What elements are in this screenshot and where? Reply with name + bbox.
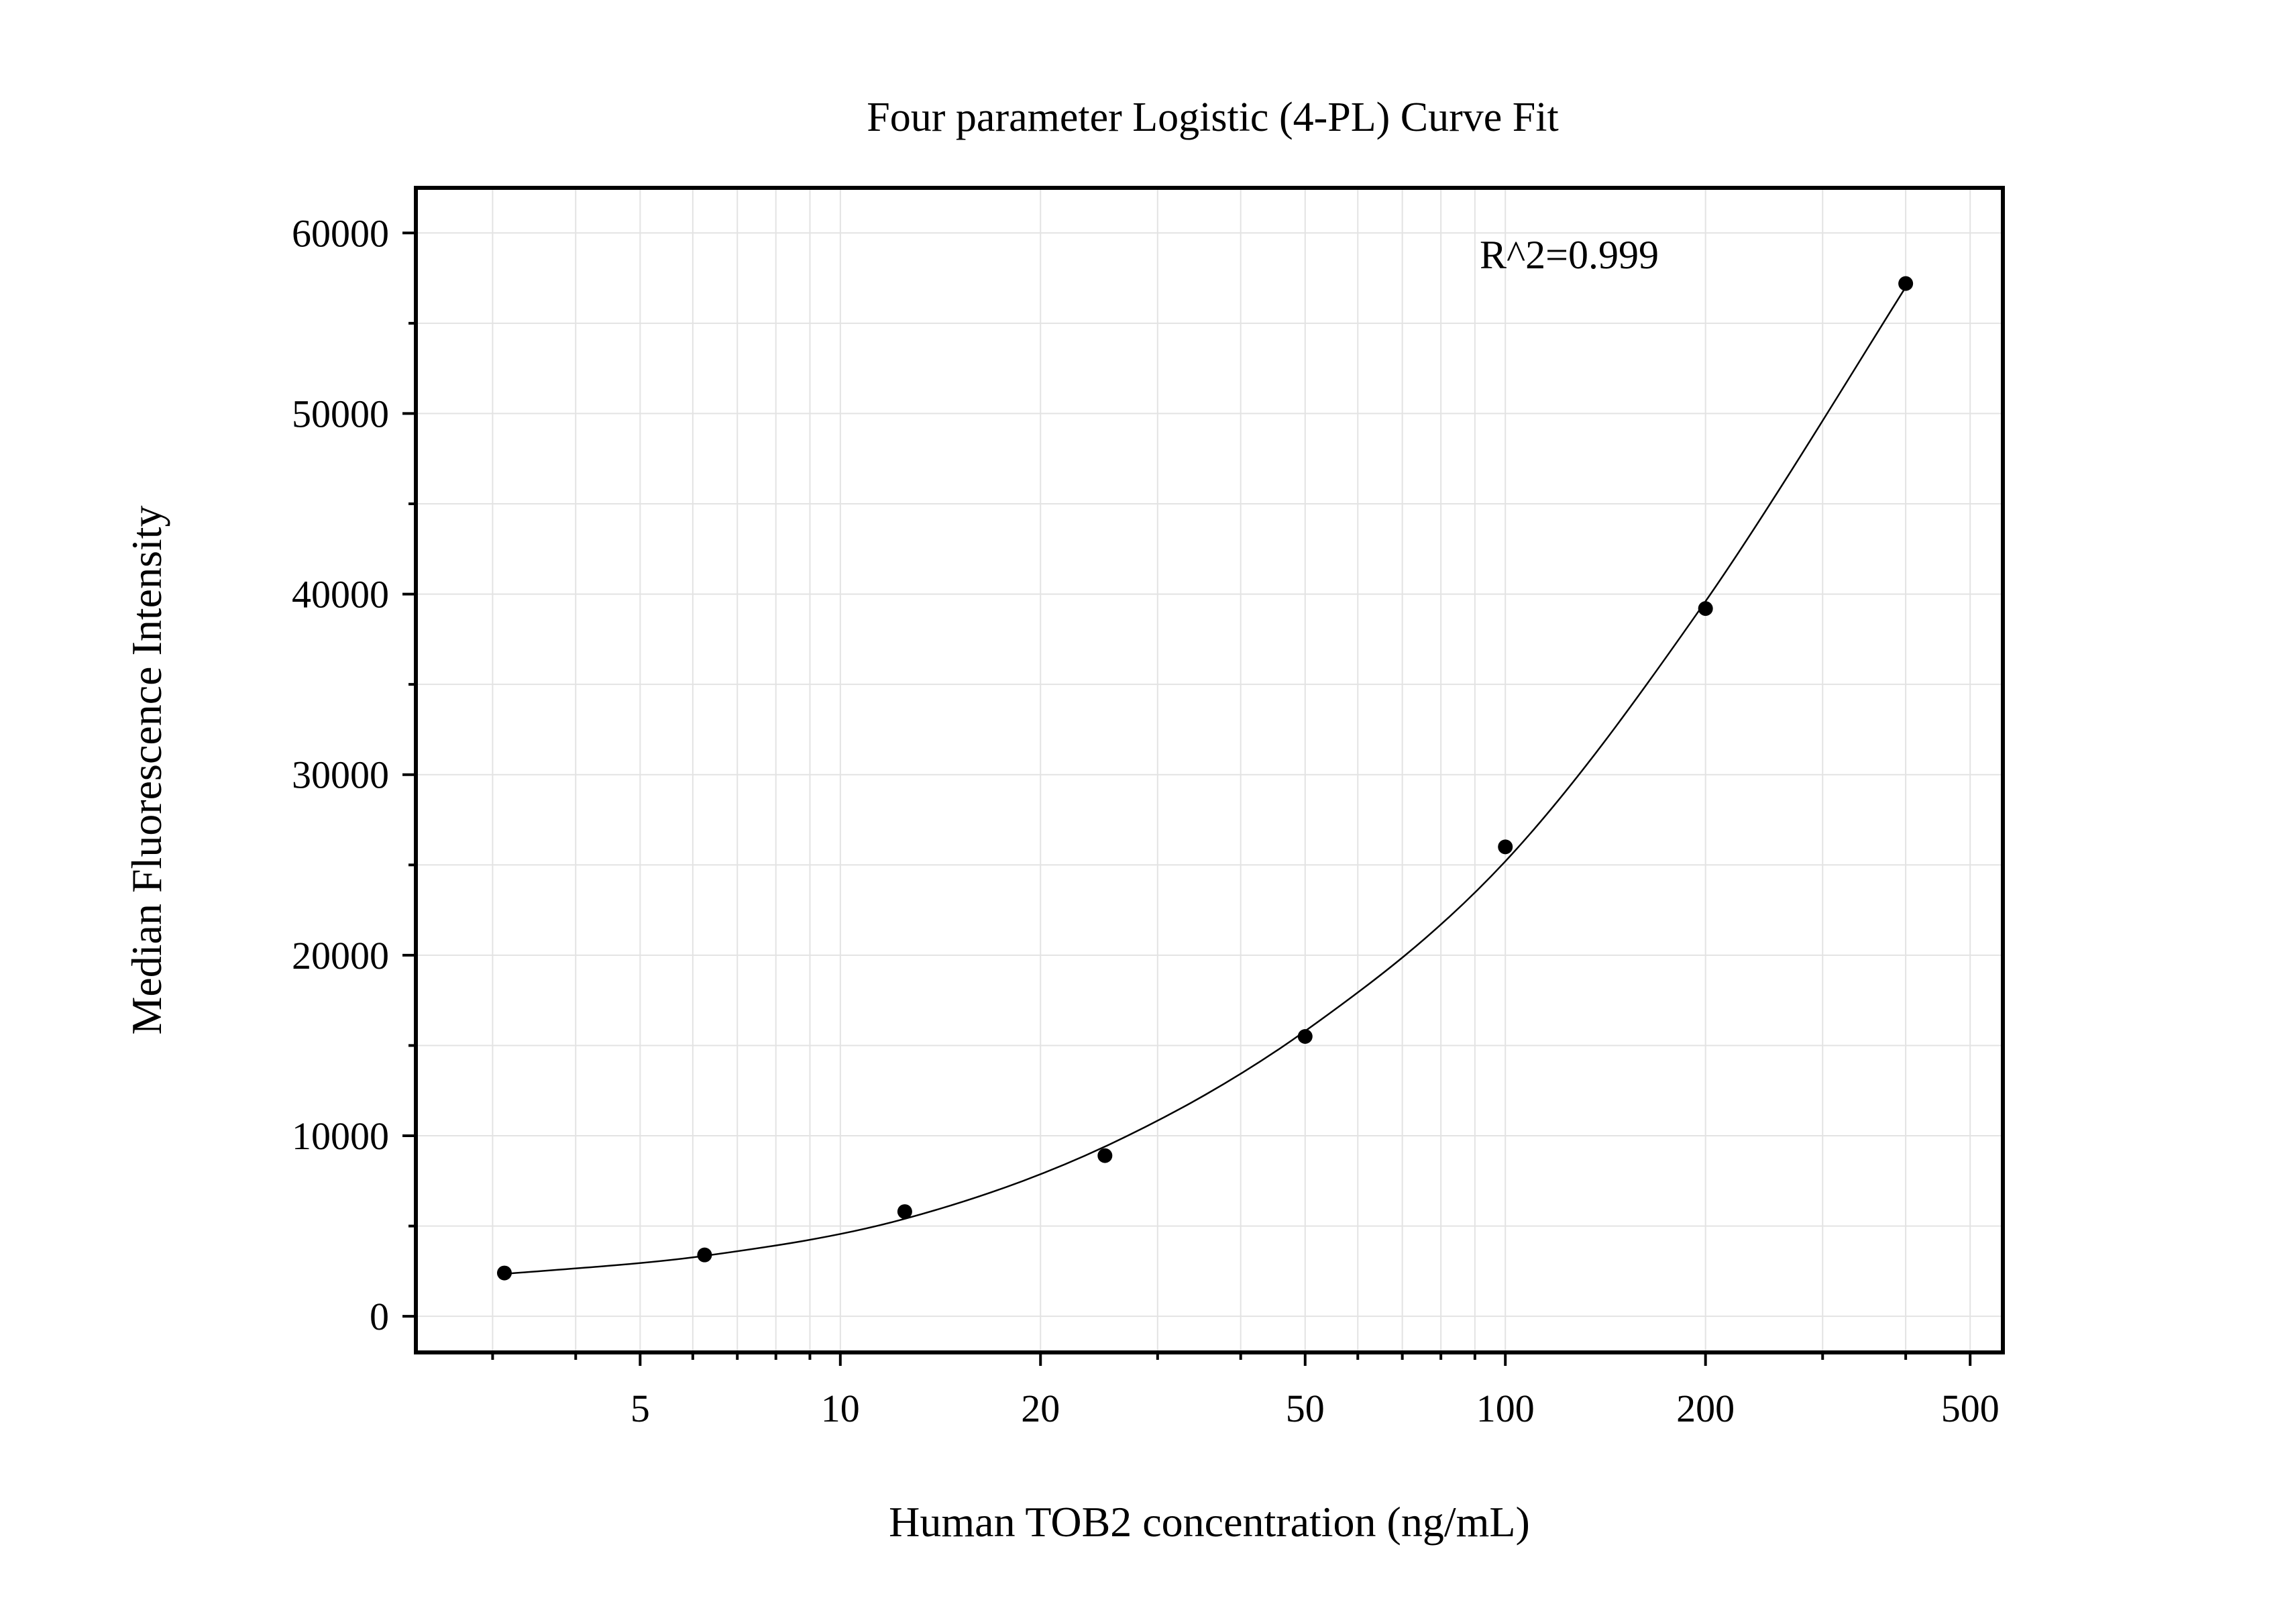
y-tick-label: 20000	[292, 934, 389, 977]
plot-frame	[414, 186, 2005, 1354]
grid-lines	[416, 188, 2003, 1352]
data-point	[897, 1204, 912, 1220]
chart-title: Four parameter Logistic (4-PL) Curve Fit	[867, 95, 1558, 140]
y-tick-label: 10000	[292, 1114, 389, 1158]
axis-ticks	[402, 231, 1972, 1366]
x-tick-label: 20	[1021, 1387, 1060, 1430]
data-point	[1097, 1148, 1113, 1163]
x-tick-label: 200	[1676, 1387, 1735, 1430]
x-axis-label: Human TOB2 concentration (ng/mL)	[889, 1498, 1530, 1546]
data-points	[496, 276, 1914, 1281]
data-point	[1898, 276, 1914, 291]
y-tick-label: 0	[370, 1295, 389, 1338]
x-tick-label: 5	[631, 1387, 650, 1430]
data-point	[1698, 601, 1713, 617]
fit-curve-layer	[504, 286, 1907, 1275]
y-tick-labels: 0 10000 20000 30000 40000 50000 60000	[292, 211, 389, 1338]
x-tick-label: 500	[1941, 1387, 2000, 1430]
fit-curve	[504, 286, 1907, 1275]
y-tick-label: 50000	[292, 392, 389, 435]
y-tick-label: 30000	[292, 753, 389, 797]
x-tick-labels: 5 10 20 50 100 200 500	[631, 1387, 2000, 1430]
y-tick-label: 60000	[292, 211, 389, 255]
x-tick-label: 50	[1286, 1387, 1325, 1430]
r-squared-annotation: R^2=0.999	[1480, 233, 1659, 277]
data-point	[1297, 1028, 1313, 1044]
data-point	[697, 1247, 712, 1263]
x-tick-label: 100	[1476, 1387, 1535, 1430]
data-point	[496, 1265, 512, 1281]
y-axis-label: Median Fluorescence Intensity	[123, 505, 170, 1034]
data-point	[1498, 839, 1513, 855]
y-tick-label: 40000	[292, 573, 389, 617]
x-tick-label: 10	[821, 1387, 860, 1430]
